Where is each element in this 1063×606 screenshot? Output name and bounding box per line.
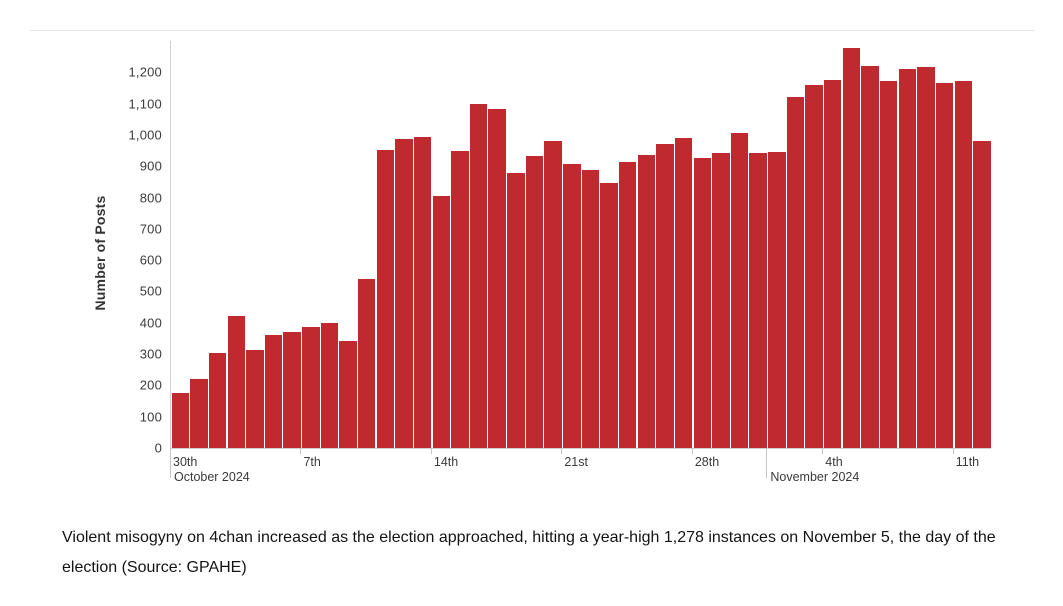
plot-area [170,41,991,449]
bar [320,323,339,448]
x-week-tick [952,448,954,454]
x-day-label: 28th [694,455,720,469]
x-day-label: 4th [825,455,843,469]
bar [898,68,917,448]
y-tick-label: 900 [139,158,162,174]
x-month-label: November 2024 [770,470,860,484]
bar [469,103,488,448]
bar [917,67,935,448]
bar [954,81,972,448]
top-divider [30,30,1035,31]
bar [749,153,767,448]
bar [656,143,674,448]
y-tick-label: 800 [139,190,162,206]
x-month-tick [170,448,171,478]
bar [581,170,600,448]
x-week-tick [822,448,824,454]
bar [376,149,395,448]
y-tick-label: 600 [139,252,162,268]
x-day-label: 21st [564,455,588,469]
y-tick-label: 0 [154,440,162,456]
bar [525,156,544,448]
x-day-label: 7th [303,455,321,469]
bar [451,151,469,448]
bar [861,66,879,448]
bar [339,340,357,448]
bar [805,85,823,448]
bar [842,47,861,448]
x-day-label: 30th [173,455,198,469]
y-axis-labels: 0 100 200 300 400 500 600 700 800 900 1,000 1,100 1,… [0,41,162,456]
x-week-tick [561,448,563,454]
bar [208,353,227,448]
bar [395,139,413,448]
bar [563,163,581,448]
bar [879,81,898,448]
bar [544,141,562,448]
bar [768,152,786,448]
bar [302,327,320,448]
x-axis: 30th 7th 14th 21st 28th 4th 11th October 2024 No… [170,448,990,490]
bar [283,332,301,448]
bar [786,96,805,448]
bar [693,158,711,448]
x-week-tick [300,448,302,454]
x-day-label: 14th [433,455,459,469]
bar [507,172,525,448]
bar [488,109,506,448]
bar [246,350,264,448]
bar [730,133,749,448]
y-tick-label: 700 [139,221,162,237]
bar [413,137,432,448]
bar [190,379,208,448]
y-tick-label: 1,200 [128,64,162,80]
bar [674,138,693,448]
bar [600,183,618,448]
y-tick-label: 400 [139,315,162,331]
y-tick-label: 500 [139,283,162,299]
bar [618,162,637,448]
bar [171,393,190,448]
bar [432,195,451,448]
x-month-tick [766,448,768,478]
bar [824,80,842,448]
bar [973,141,991,448]
x-week-tick [691,448,693,454]
bar [264,334,283,448]
bar [358,278,376,448]
bar [712,153,730,448]
x-month-label: October 2024 [174,470,250,484]
bar [935,83,954,448]
bar [227,316,245,448]
bar [637,155,656,448]
y-tick-label: 1,100 [128,96,162,112]
x-day-label: 11th [955,455,980,469]
chart-caption: Violent misogyny on 4chan increased as t… [62,529,996,576]
y-tick-label: 300 [139,346,162,362]
y-tick-label: 200 [139,377,162,393]
y-tick-label: 1,000 [128,127,162,143]
x-week-tick [430,448,432,454]
y-tick-label: 100 [139,409,162,425]
